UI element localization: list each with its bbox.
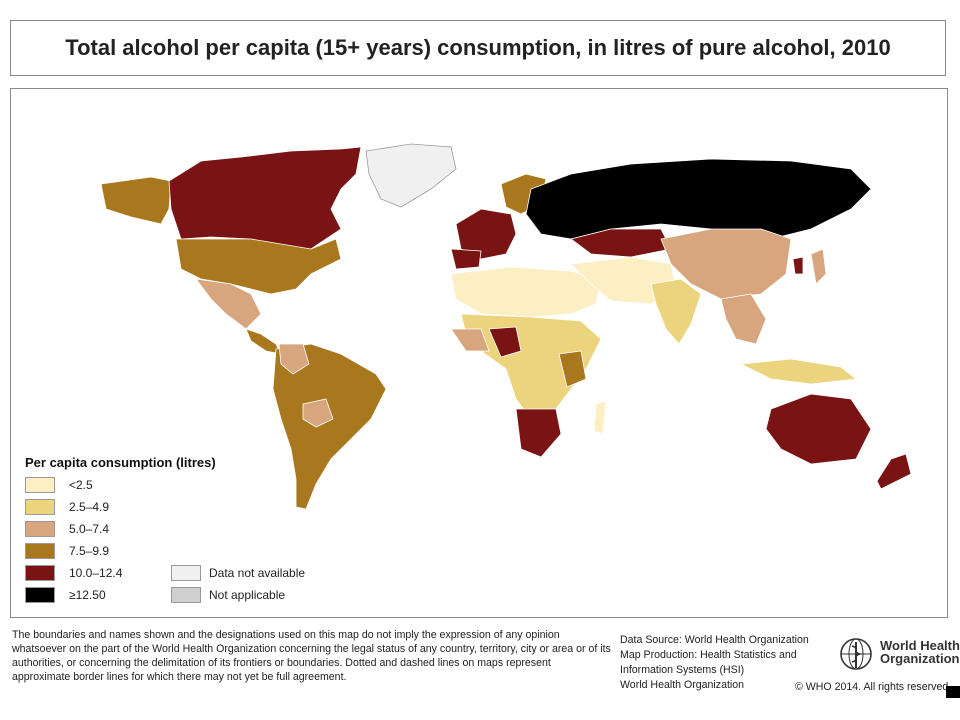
map-frame: Per capita consumption (litres) <2.5 2.5… bbox=[10, 88, 948, 618]
region-canada bbox=[168, 146, 362, 250]
legend-swatch-2 bbox=[25, 499, 55, 515]
who-logo-text: World Health Organization bbox=[880, 639, 960, 665]
legend: Per capita consumption (litres) <2.5 2.5… bbox=[25, 455, 345, 615]
legend-label-5: 10.0–12.4 bbox=[69, 566, 123, 580]
region-india bbox=[650, 278, 702, 345]
legend-swatch-5 bbox=[25, 565, 55, 581]
legend-label-6: ≥12.50 bbox=[69, 588, 106, 602]
map-title: Total alcohol per capita (15+ years) con… bbox=[65, 35, 891, 60]
world-map bbox=[100, 143, 912, 510]
region-north-africa bbox=[450, 266, 602, 318]
legend-label-4: 7.5–9.9 bbox=[69, 544, 110, 558]
region-greenland bbox=[365, 143, 457, 208]
region-indonesia bbox=[739, 358, 858, 385]
region-russia bbox=[525, 158, 872, 240]
source-line: Map Production: Health Statistics and bbox=[620, 649, 797, 661]
legend-swatch-1 bbox=[25, 477, 55, 493]
legend-swatch-4 bbox=[25, 543, 55, 559]
region-new-zealand bbox=[876, 453, 912, 490]
data-source-block: Data Source: World Health Organization M… bbox=[620, 633, 820, 693]
logo-line-1: World Health bbox=[880, 638, 960, 653]
region-nigeria bbox=[488, 326, 522, 358]
region-west-africa bbox=[450, 328, 490, 352]
legend-label-2: 2.5–4.9 bbox=[69, 500, 110, 514]
region-south-america bbox=[272, 343, 387, 510]
source-line: Data Source: World Health Organization bbox=[620, 634, 809, 646]
logo-line-2: Organization bbox=[880, 651, 960, 666]
legend-label-8: Not applicable bbox=[209, 588, 286, 602]
region-iberia bbox=[450, 248, 482, 270]
legend-title: Per capita consumption (litres) bbox=[25, 455, 216, 470]
region-east-africa bbox=[558, 350, 587, 388]
region-colombia bbox=[278, 343, 310, 375]
disclaimer-text: The boundaries and names shown and the d… bbox=[12, 629, 611, 683]
legend-swatch-7 bbox=[171, 565, 201, 581]
legend-swatch-6 bbox=[25, 587, 55, 603]
region-japan bbox=[810, 248, 827, 285]
title-box: Total alcohol per capita (15+ years) con… bbox=[10, 20, 946, 76]
region-bolivia bbox=[302, 398, 334, 428]
legend-label-3: 5.0–7.4 bbox=[69, 522, 110, 536]
region-mexico bbox=[195, 278, 262, 330]
legend-swatch-3 bbox=[25, 521, 55, 537]
source-line: World Health Organization bbox=[620, 679, 745, 691]
legend-swatch-8 bbox=[171, 587, 201, 603]
region-southern-africa bbox=[515, 408, 562, 458]
source-line: Information Systems (HSI) bbox=[620, 664, 745, 676]
region-southeast-asia bbox=[720, 293, 767, 345]
region-china bbox=[660, 228, 792, 300]
legend-label-7: Data not available bbox=[209, 566, 306, 580]
copyright-text: © WHO 2014. All rights reserved bbox=[795, 681, 949, 693]
region-alaska bbox=[100, 176, 172, 225]
who-emblem-icon bbox=[840, 638, 872, 670]
corner-block bbox=[946, 686, 960, 698]
region-korea bbox=[792, 256, 804, 275]
legend-label-1: <2.5 bbox=[69, 478, 93, 492]
region-usa bbox=[175, 238, 342, 295]
region-australia bbox=[765, 393, 872, 465]
region-madagascar bbox=[593, 400, 607, 435]
